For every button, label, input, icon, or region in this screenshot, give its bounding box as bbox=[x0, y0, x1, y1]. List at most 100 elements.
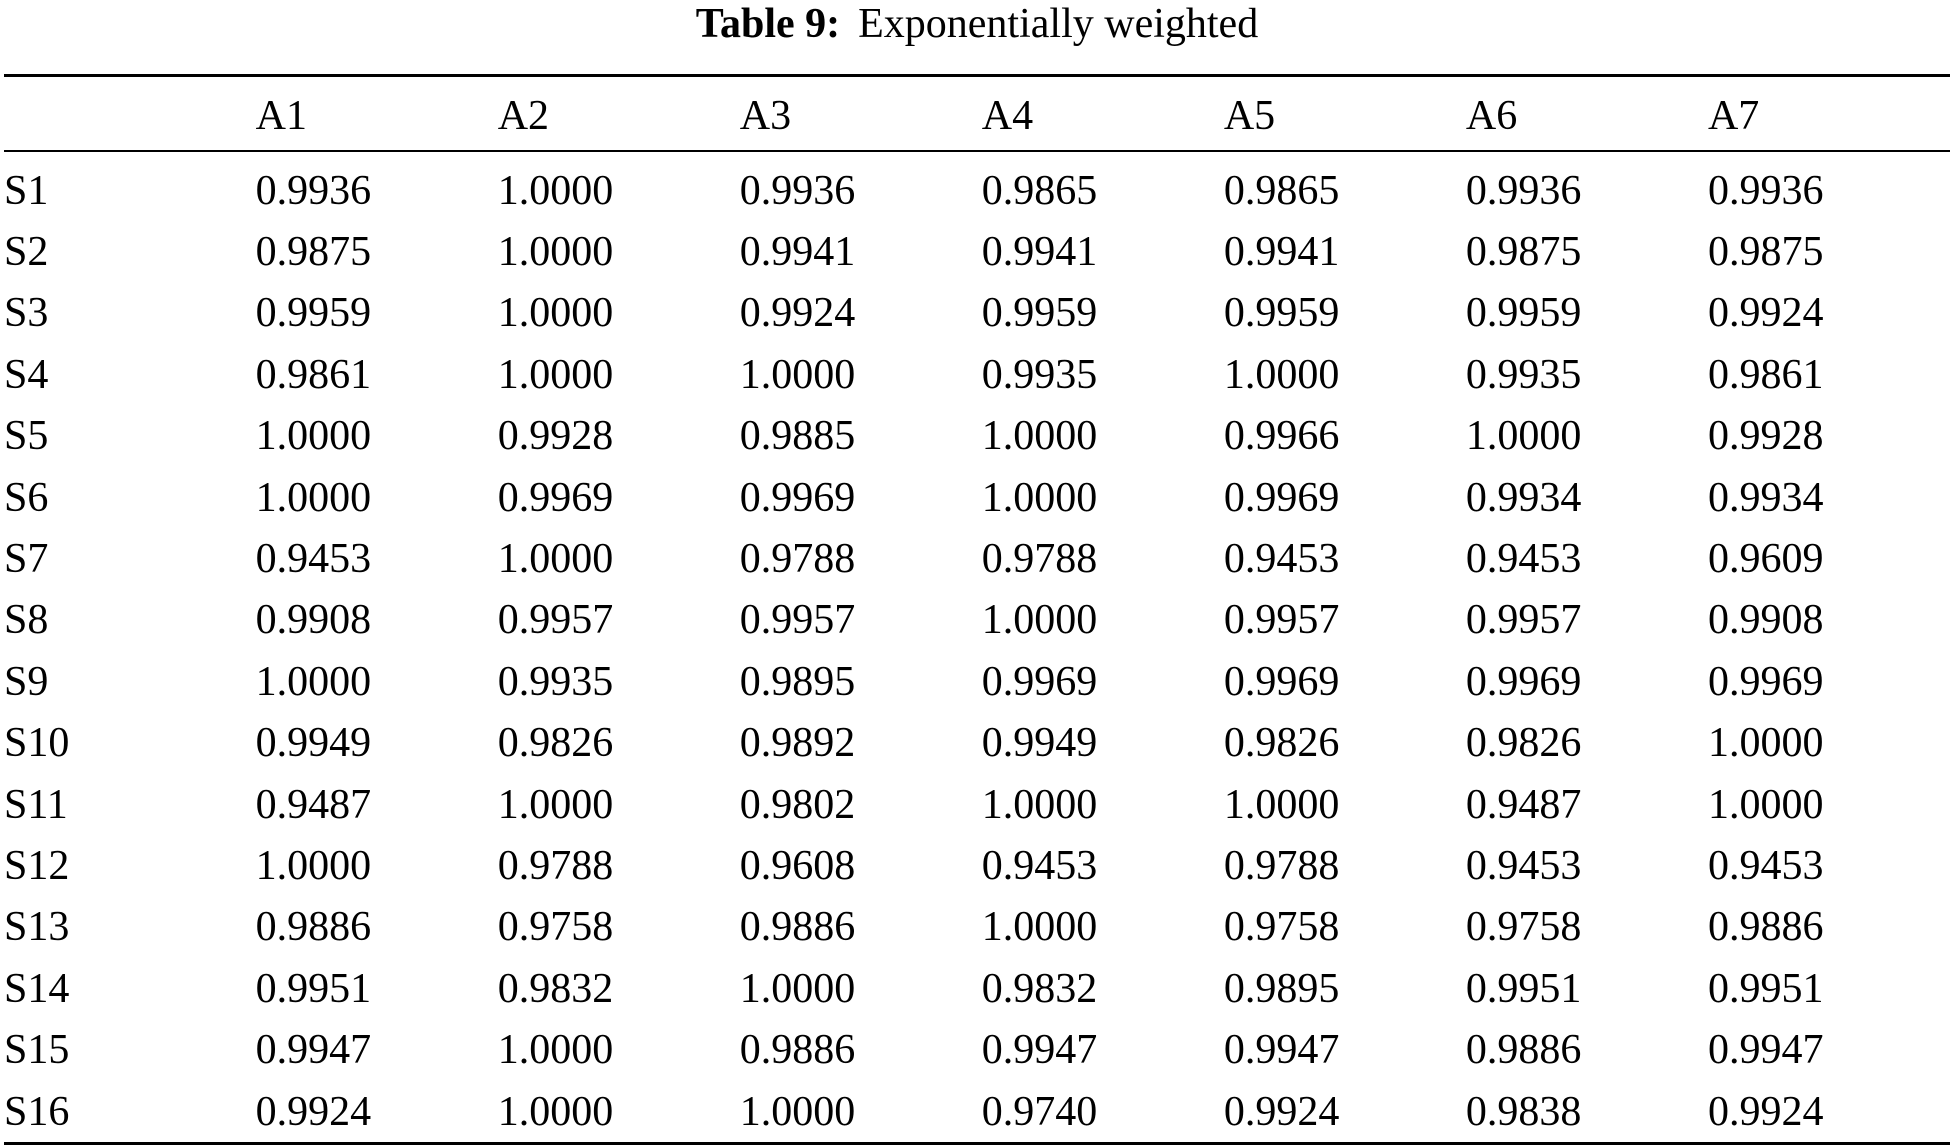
value-cell: 1.0000 bbox=[1707, 720, 1824, 767]
table-row: S15 0.9947 1.0000 0.9886 0.9947 0.9947 0.9886 0… bbox=[4, 1019, 1950, 1080]
value-cell: 0.9453 bbox=[1465, 842, 1582, 889]
row-label-cell: S2 bbox=[4, 229, 49, 276]
row-label-cell: S15 bbox=[4, 1027, 70, 1074]
value-cell: 0.9935 bbox=[1465, 351, 1582, 398]
table-row: S16 0.9924 1.0000 1.0000 0.9740 0.9924 0.9838 0… bbox=[4, 1081, 1950, 1142]
value-cell: 1.0000 bbox=[739, 351, 856, 398]
table-caption: Table 9: Exponentially weighted bbox=[0, 0, 1954, 48]
value-cell: 0.9861 bbox=[255, 351, 372, 398]
value-cell: 0.9949 bbox=[981, 720, 1098, 767]
value-cell: 0.9886 bbox=[739, 904, 856, 951]
value-cell: 0.9908 bbox=[255, 597, 372, 644]
table-row: S13 0.9886 0.9758 0.9886 1.0000 0.9758 0.9758 0… bbox=[4, 897, 1950, 958]
value-cell: 0.9886 bbox=[255, 904, 372, 951]
value-cell: 1.0000 bbox=[255, 658, 372, 705]
value-cell: 0.9966 bbox=[1223, 413, 1340, 460]
table-row: S12 1.0000 0.9788 0.9608 0.9453 0.9788 0.9453 0… bbox=[4, 835, 1950, 896]
table-row: S7 0.9453 1.0000 0.9788 0.9788 0.9453 0.9453 0.… bbox=[4, 528, 1950, 589]
value-cell: 1.0000 bbox=[497, 1027, 614, 1074]
table-bottom-rule bbox=[4, 1142, 1950, 1146]
value-cell: 1.0000 bbox=[981, 474, 1098, 521]
value-cell: 0.9969 bbox=[739, 474, 856, 521]
value-cell: 0.9886 bbox=[1707, 904, 1824, 951]
table-top-rule bbox=[4, 74, 1950, 77]
value-cell: 0.9947 bbox=[981, 1027, 1098, 1074]
value-cell: 0.9487 bbox=[255, 781, 372, 828]
value-cell: 0.9740 bbox=[981, 1088, 1098, 1135]
value-cell: 0.9453 bbox=[1223, 536, 1340, 583]
row-label-cell: S16 bbox=[4, 1088, 70, 1135]
table-row: S11 0.9487 1.0000 0.9802 1.0000 1.0000 0.9487 1… bbox=[4, 774, 1950, 835]
row-label-cell: S4 bbox=[4, 351, 49, 398]
value-cell: 1.0000 bbox=[1223, 351, 1340, 398]
value-cell: 0.9947 bbox=[255, 1027, 372, 1074]
row-label-cell: S13 bbox=[4, 904, 70, 951]
value-cell: 0.9969 bbox=[981, 658, 1098, 705]
value-cell: 0.9924 bbox=[1707, 1088, 1824, 1135]
table-row: S6 1.0000 0.9969 0.9969 1.0000 0.9969 0.9934 0.… bbox=[4, 467, 1950, 528]
table-row: S1 0.9936 1.0000 0.9936 0.9865 0.9865 0.9936 0.… bbox=[4, 160, 1950, 221]
value-cell: 0.9758 bbox=[1223, 904, 1340, 951]
value-cell: 0.9957 bbox=[1465, 597, 1582, 644]
value-cell: 1.0000 bbox=[1707, 781, 1824, 828]
header-cell-a4: A4 bbox=[981, 92, 1034, 139]
value-cell: 0.9941 bbox=[981, 229, 1098, 276]
value-cell: 0.9832 bbox=[981, 965, 1098, 1012]
value-cell: 1.0000 bbox=[255, 474, 372, 521]
row-label-cell: S3 bbox=[4, 290, 49, 337]
value-cell: 1.0000 bbox=[1223, 781, 1340, 828]
value-cell: 0.9924 bbox=[739, 290, 856, 337]
value-cell: 0.9892 bbox=[739, 720, 856, 767]
table-header-row: A1 A2 A3 A4 A5 A6 A7 bbox=[4, 77, 1950, 150]
value-cell: 0.9969 bbox=[1465, 658, 1582, 705]
value-cell: 0.9487 bbox=[1465, 781, 1582, 828]
value-cell: 0.9609 bbox=[1707, 536, 1824, 583]
value-cell: 0.9453 bbox=[981, 842, 1098, 889]
table-caption-label: Table 9: bbox=[695, 1, 841, 47]
value-cell: 1.0000 bbox=[497, 290, 614, 337]
value-cell: 1.0000 bbox=[497, 351, 614, 398]
value-cell: 1.0000 bbox=[981, 413, 1098, 460]
value-cell: 0.9934 bbox=[1707, 474, 1824, 521]
value-cell: 0.9886 bbox=[1465, 1027, 1582, 1074]
value-cell: 0.9908 bbox=[1707, 597, 1824, 644]
value-cell: 0.9957 bbox=[739, 597, 856, 644]
value-cell: 0.9928 bbox=[1707, 413, 1824, 460]
value-cell: 0.9969 bbox=[1707, 658, 1824, 705]
header-cell-a6: A6 bbox=[1465, 92, 1518, 139]
header-cell-row-label bbox=[4, 112, 256, 116]
value-cell: 0.9788 bbox=[497, 842, 614, 889]
data-table: A1 A2 A3 A4 A5 A6 A7 S1 0.9936 1.0000 0.993… bbox=[4, 74, 1950, 1146]
row-label-cell: S1 bbox=[4, 167, 49, 214]
value-cell: 0.9826 bbox=[1465, 720, 1582, 767]
table-row: S9 1.0000 0.9935 0.9895 0.9969 0.9969 0.9969 0.… bbox=[4, 651, 1950, 712]
value-cell: 1.0000 bbox=[981, 597, 1098, 644]
value-cell: 0.9959 bbox=[1465, 290, 1582, 337]
value-cell: 0.9924 bbox=[1223, 1088, 1340, 1135]
value-cell: 0.9861 bbox=[1707, 351, 1824, 398]
value-cell: 1.0000 bbox=[981, 781, 1098, 828]
value-cell: 0.9949 bbox=[255, 720, 372, 767]
value-cell: 0.9947 bbox=[1223, 1027, 1340, 1074]
value-cell: 0.9838 bbox=[1465, 1088, 1582, 1135]
value-cell: 0.9934 bbox=[1465, 474, 1582, 521]
value-cell: 0.9951 bbox=[1707, 965, 1824, 1012]
value-cell: 0.9758 bbox=[497, 904, 614, 951]
value-cell: 0.9951 bbox=[255, 965, 372, 1012]
value-cell: 1.0000 bbox=[497, 781, 614, 828]
value-cell: 0.9865 bbox=[1223, 167, 1340, 214]
value-cell: 0.9895 bbox=[1223, 965, 1340, 1012]
value-cell: 0.9941 bbox=[739, 229, 856, 276]
value-cell: 1.0000 bbox=[497, 1088, 614, 1135]
row-label-cell: S6 bbox=[4, 474, 49, 521]
value-cell: 0.9936 bbox=[1707, 167, 1824, 214]
table-caption-title: Exponentially weighted bbox=[858, 1, 1259, 47]
value-cell: 0.9969 bbox=[497, 474, 614, 521]
value-cell: 0.9947 bbox=[1707, 1027, 1824, 1074]
value-cell: 0.9959 bbox=[1223, 290, 1340, 337]
value-cell: 0.9875 bbox=[255, 229, 372, 276]
value-cell: 0.9959 bbox=[981, 290, 1098, 337]
value-cell: 0.9608 bbox=[739, 842, 856, 889]
value-cell: 0.9924 bbox=[255, 1088, 372, 1135]
header-cell-a1: A1 bbox=[255, 92, 307, 139]
